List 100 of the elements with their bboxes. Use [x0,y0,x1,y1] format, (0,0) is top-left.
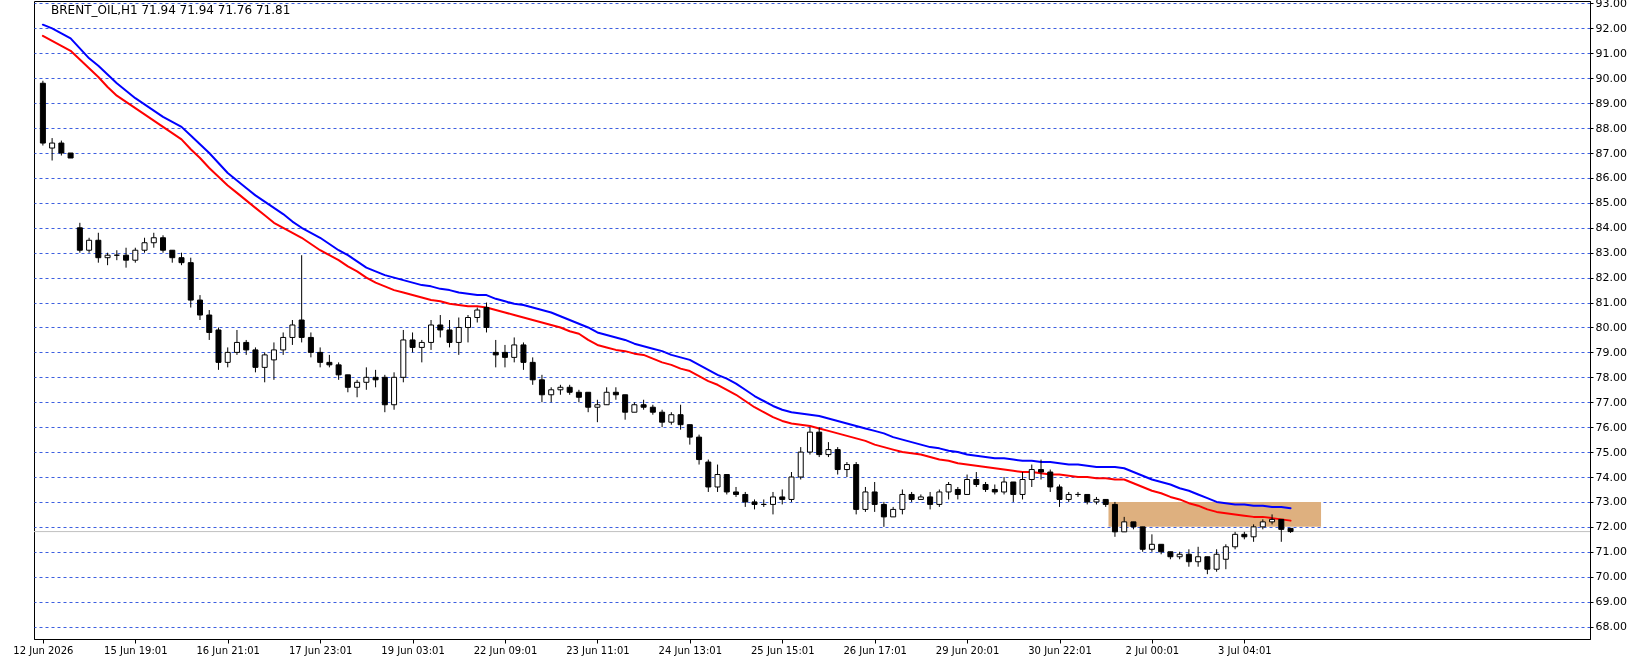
candlestick [1213,548,1220,573]
candlestick [289,319,296,346]
y-tick-label: 85.00 [1595,196,1627,210]
candlestick [501,344,508,368]
candlestick [1278,518,1285,543]
candlestick [880,501,887,528]
y-tick-label: 90.00 [1595,71,1627,85]
y-tick-label: 84.00 [1595,221,1627,235]
y-tick-label: 81.00 [1595,296,1627,310]
x-tick-label: 26 Jun 17:01 [843,644,907,656]
candlestick [1185,548,1192,568]
candlestick [76,222,83,254]
candlestick [788,471,795,503]
candlestick [252,346,259,373]
candlestick [575,389,582,403]
candlestick [1148,533,1155,553]
candlestick [696,434,703,466]
x-tick-label: 25 Jun 15:01 [750,644,815,656]
candlestick [770,491,776,515]
y-tick-label: 80.00 [1595,320,1627,334]
candlestick [418,339,425,363]
y-tick-label: 89.00 [1595,96,1627,110]
candlestick [843,461,850,478]
candlestick [197,294,203,321]
candlestick [206,309,213,341]
candlestick [1028,464,1035,488]
candlestick [964,474,971,495]
candlestick [862,486,869,513]
candlestick [123,247,130,269]
candlestick [1056,483,1063,508]
y-tick-label: 69.00 [1595,595,1627,609]
x-tick-label: 15 Jun 19:01 [104,644,168,656]
candlestick [899,488,906,515]
candlestick [1047,469,1054,493]
candlestick [1139,526,1146,553]
candlestick [585,391,592,413]
candlestick [95,232,102,264]
x-tick-label: 24 Jun 13:01 [658,644,723,656]
candlestick [511,336,518,363]
x-tick-label: 19 Jun 03:01 [381,644,445,656]
candlestick [465,314,472,343]
y-tick-label: 70.00 [1595,570,1627,584]
x-tick-label: 17 Jun 23:01 [288,644,353,656]
y-tick-label: 73.00 [1595,495,1627,509]
candlestick [612,386,619,401]
candlestick [927,491,934,510]
candlestick [816,426,823,458]
candlestick [455,317,462,356]
y-tick-label: 72.00 [1595,520,1627,534]
candlestick [520,341,527,371]
candlestick [363,366,370,391]
candlestick [261,351,268,383]
y-tick-label: 87.00 [1595,146,1627,160]
candlestick [307,331,314,358]
candlestick [446,319,453,348]
y-tick-label: 76.00 [1595,420,1627,434]
candlestick [806,426,813,456]
candlestick [1019,471,1026,500]
candlestick [409,331,416,353]
y-tick-label: 82.00 [1595,271,1627,285]
candlestick [354,379,361,398]
x-tick-label: 2 Jul 00:01 [1125,644,1180,656]
candlestick [622,394,629,421]
candlestick [233,329,240,356]
y-tick-label: 74.00 [1595,470,1627,484]
y-tick-label: 92.00 [1595,21,1627,35]
y-tick-label: 68.00 [1595,620,1627,634]
candlestick [677,404,684,431]
candlestick [714,464,721,493]
candlestick [270,341,277,381]
candlestick [49,137,56,161]
candlestick [723,474,730,495]
y-tick-label: 75.00 [1595,445,1627,459]
candlestick [1195,546,1202,568]
candlestick [529,356,536,386]
candlestick [280,331,287,356]
y-tick-label: 83.00 [1595,246,1627,260]
x-tick-label: 23 Jun 11:01 [566,644,630,656]
candlestick [538,374,545,403]
y-tick-label: 91.00 [1595,46,1627,60]
candlestick [437,314,444,338]
y-tick-label: 88.00 [1595,121,1627,135]
x-tick-label: 30 Jun 22:01 [1028,644,1092,656]
y-tick-label: 77.00 [1595,395,1627,409]
x-tick-label: 22 Jun 09:01 [473,644,538,656]
candlestick [1222,543,1229,570]
y-tick-label: 86.00 [1595,171,1627,185]
candlestick [686,424,693,446]
candlestick [298,254,305,343]
candlestick [492,339,499,368]
y-tick-label: 71.00 [1595,545,1627,559]
x-tick-label: 12 Jun 2026 [13,644,74,656]
candlestick [834,446,841,476]
x-tick-label: 29 Jun 20:01 [935,644,1000,656]
candlestick [224,346,231,368]
candlestick [594,399,601,423]
candlestick [317,346,324,368]
candlestick [733,486,740,498]
candlestick [1038,459,1045,480]
candlestick [1010,481,1017,503]
